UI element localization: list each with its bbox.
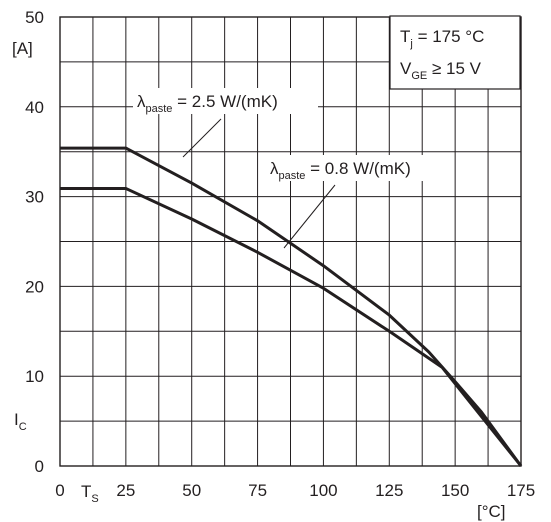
- y-tick-label: 50: [25, 8, 44, 27]
- series-label-0p8-leader: [283, 184, 336, 249]
- x-axis-unit: [°C]: [477, 502, 506, 521]
- y-axis-unit: [A]: [12, 39, 33, 58]
- x-tick-label: 125: [375, 481, 403, 500]
- condition-tj: Tj = 175 °C: [400, 27, 484, 50]
- condition-vge: VGE ≥ 15 V: [400, 59, 482, 82]
- tick-labels: 0 25 50 75 100 125 150 175 0 10 20 30 40 50: [25, 8, 535, 500]
- plot-frame: [59, 16, 522, 467]
- y-tick-label: 40: [25, 98, 44, 117]
- y-tick-label: 20: [25, 277, 44, 296]
- y-tick-label: 30: [25, 188, 44, 207]
- x-tick-label: 150: [441, 481, 469, 500]
- series-line-0: [60, 146, 523, 467]
- conditions-box: Tj = 175 °C VGE ≥ 15 V: [389, 15, 521, 90]
- x-tick-label: 0: [55, 481, 64, 500]
- svg-text:λpaste = 2.5 W/(mK): λpaste = 2.5 W/(mK): [137, 92, 278, 115]
- y-tick-label: 10: [25, 367, 44, 386]
- svg-text:λpaste = 0.8 W/(mK): λpaste = 0.8 W/(mK): [270, 159, 411, 182]
- conditions-box-frame: [389, 15, 521, 90]
- x-tick-label: 50: [182, 481, 201, 500]
- y-axis-label: IC: [14, 410, 27, 433]
- series-lines: [60, 146, 523, 467]
- x-tick-label: 175: [507, 481, 535, 500]
- series-line-1: [60, 187, 523, 467]
- x-axis-label: TS: [81, 482, 99, 505]
- x-tick-label: 100: [309, 481, 337, 500]
- series-label-2p5-leader: [182, 118, 222, 158]
- series-label-0p8: λpaste = 0.8 W/(mK): [266, 155, 451, 249]
- x-tick-label: 75: [248, 481, 267, 500]
- y-tick-label: 0: [35, 457, 44, 476]
- x-tick-label: 25: [116, 481, 135, 500]
- series-label-0p8-bg: [266, 155, 451, 181]
- series-label-2p5-bg: [133, 88, 318, 114]
- series-label-2p5: λpaste = 2.5 W/(mK): [133, 88, 318, 158]
